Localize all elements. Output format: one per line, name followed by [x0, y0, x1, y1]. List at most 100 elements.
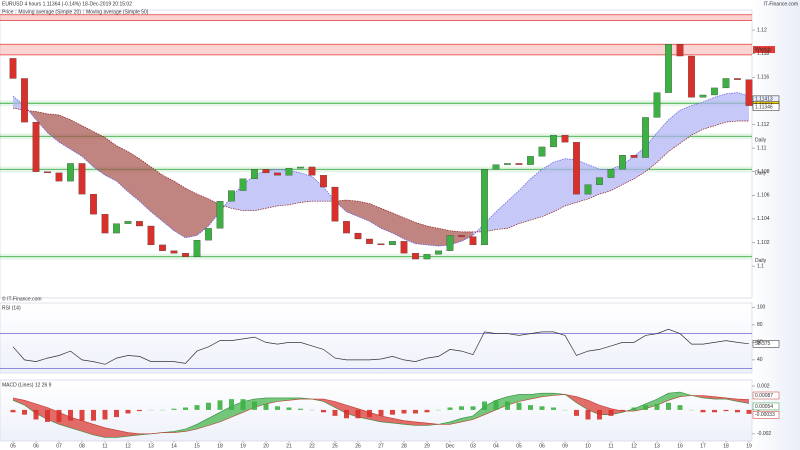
- axis-area: [752, 0, 800, 450]
- macd-cloud: [461, 415, 473, 422]
- candle: [136, 221, 143, 227]
- y-tick-label: 1.102: [757, 240, 770, 246]
- candle: [366, 238, 373, 244]
- histogram-bar: [252, 401, 257, 410]
- candle: [67, 163, 74, 182]
- legend-entry: Moving average (Simple 50): [86, 9, 149, 15]
- macd-cloud: [47, 407, 59, 425]
- ma-cloud: [530, 169, 542, 221]
- histogram-bar: [171, 408, 177, 410]
- candle: [147, 225, 155, 246]
- macd-cloud: [24, 400, 36, 414]
- x-tick-label: 05: [10, 443, 16, 449]
- candle: [642, 117, 649, 158]
- histogram-bar: [229, 399, 234, 410]
- x-tick-label: 21: [286, 443, 292, 449]
- histogram-bar: [447, 407, 453, 410]
- ma-cloud: [174, 181, 186, 238]
- candle: [722, 78, 730, 89]
- candle: [285, 168, 293, 176]
- candle: [584, 184, 592, 195]
- histogram-bar: [298, 408, 303, 410]
- moving-average: [12, 107, 749, 233]
- macd-title: MACD (Lines) 12 26 9: [2, 382, 52, 388]
- histogram-bar: [125, 409, 131, 414]
- histogram-bar: [746, 409, 752, 414]
- candle: [492, 164, 500, 170]
- macd-cloud: [450, 418, 462, 425]
- ma-cloud: [185, 188, 197, 238]
- ma-cloud: [461, 231, 473, 242]
- value-box: [752, 402, 780, 411]
- x-tick-label: 09: [562, 443, 568, 449]
- candle: [239, 178, 247, 191]
- macd-cloud: [93, 424, 105, 438]
- candle: [21, 78, 28, 123]
- histogram-bar: [79, 409, 85, 421]
- histogram-bar: [183, 407, 188, 410]
- ma-cloud: [680, 105, 692, 144]
- y-tick-label: 100: [757, 305, 766, 311]
- x-tick-label: 20: [263, 443, 269, 449]
- ma-cloud: [404, 217, 416, 244]
- x-tick-label: 11: [102, 443, 107, 449]
- macd-cloud: [36, 403, 48, 420]
- resistance-zone: [0, 14, 752, 21]
- rsi-line: [12, 328, 750, 365]
- candle: [527, 156, 534, 165]
- candle: [423, 254, 431, 260]
- y-tick-label: 0.002: [757, 383, 770, 389]
- candle: [400, 241, 408, 254]
- moving-average: [12, 92, 750, 247]
- histogram-bar: [68, 409, 73, 421]
- level-label: Daily: [755, 171, 767, 177]
- x-tick-label: 03: [470, 443, 476, 449]
- ma-cloud: [645, 132, 657, 172]
- candle: [228, 190, 235, 202]
- value-box: [752, 103, 780, 112]
- ma-cloud: [668, 110, 680, 152]
- x-tick-label: 15: [194, 443, 200, 449]
- ma-cloud: [128, 151, 140, 202]
- candle: [515, 163, 523, 165]
- ma-cloud: [36, 111, 48, 133]
- candle: [676, 44, 684, 57]
- x-tick-label: 04: [493, 443, 499, 449]
- x-tick-label: 14: [171, 443, 177, 449]
- macd-cloud: [634, 403, 646, 412]
- value-label: -0.00033: [755, 412, 775, 418]
- histogram-bar: [493, 400, 499, 410]
- resistance-zone: [0, 44, 752, 55]
- ma-cloud: [289, 170, 301, 205]
- x-tick-label: 19: [746, 443, 752, 449]
- value-box: [752, 391, 780, 400]
- x-tick-label: 10: [585, 443, 591, 449]
- ma-cloud: [703, 97, 715, 130]
- rsi-panel: [0, 302, 753, 374]
- x-tick-label: 17: [700, 443, 706, 449]
- candle: [469, 236, 477, 246]
- candle: [262, 169, 270, 174]
- ma-cloud: [300, 172, 312, 203]
- macd-cloud: [335, 401, 347, 414]
- candle: [665, 44, 672, 93]
- histogram-bar: [206, 402, 211, 410]
- histogram-bar: [712, 409, 717, 413]
- candle: [113, 223, 120, 234]
- histogram-bar: [321, 409, 326, 413]
- candle: [389, 241, 396, 246]
- macd-cloud: [82, 420, 94, 436]
- macd-panel: [0, 379, 753, 442]
- macd-cloud: [530, 393, 542, 400]
- macd-cloud: [70, 417, 82, 432]
- ma-cloud: [266, 169, 278, 209]
- y-tick-label: 1.116: [757, 75, 769, 81]
- macd-cloud: [484, 400, 496, 415]
- ma-cloud: [47, 113, 59, 143]
- candle: [481, 169, 488, 246]
- candle: [653, 92, 661, 118]
- histogram-bar: [355, 409, 361, 419]
- candle: [734, 78, 741, 80]
- histogram-bar: [217, 400, 223, 410]
- x-tick-label: 16: [677, 443, 683, 449]
